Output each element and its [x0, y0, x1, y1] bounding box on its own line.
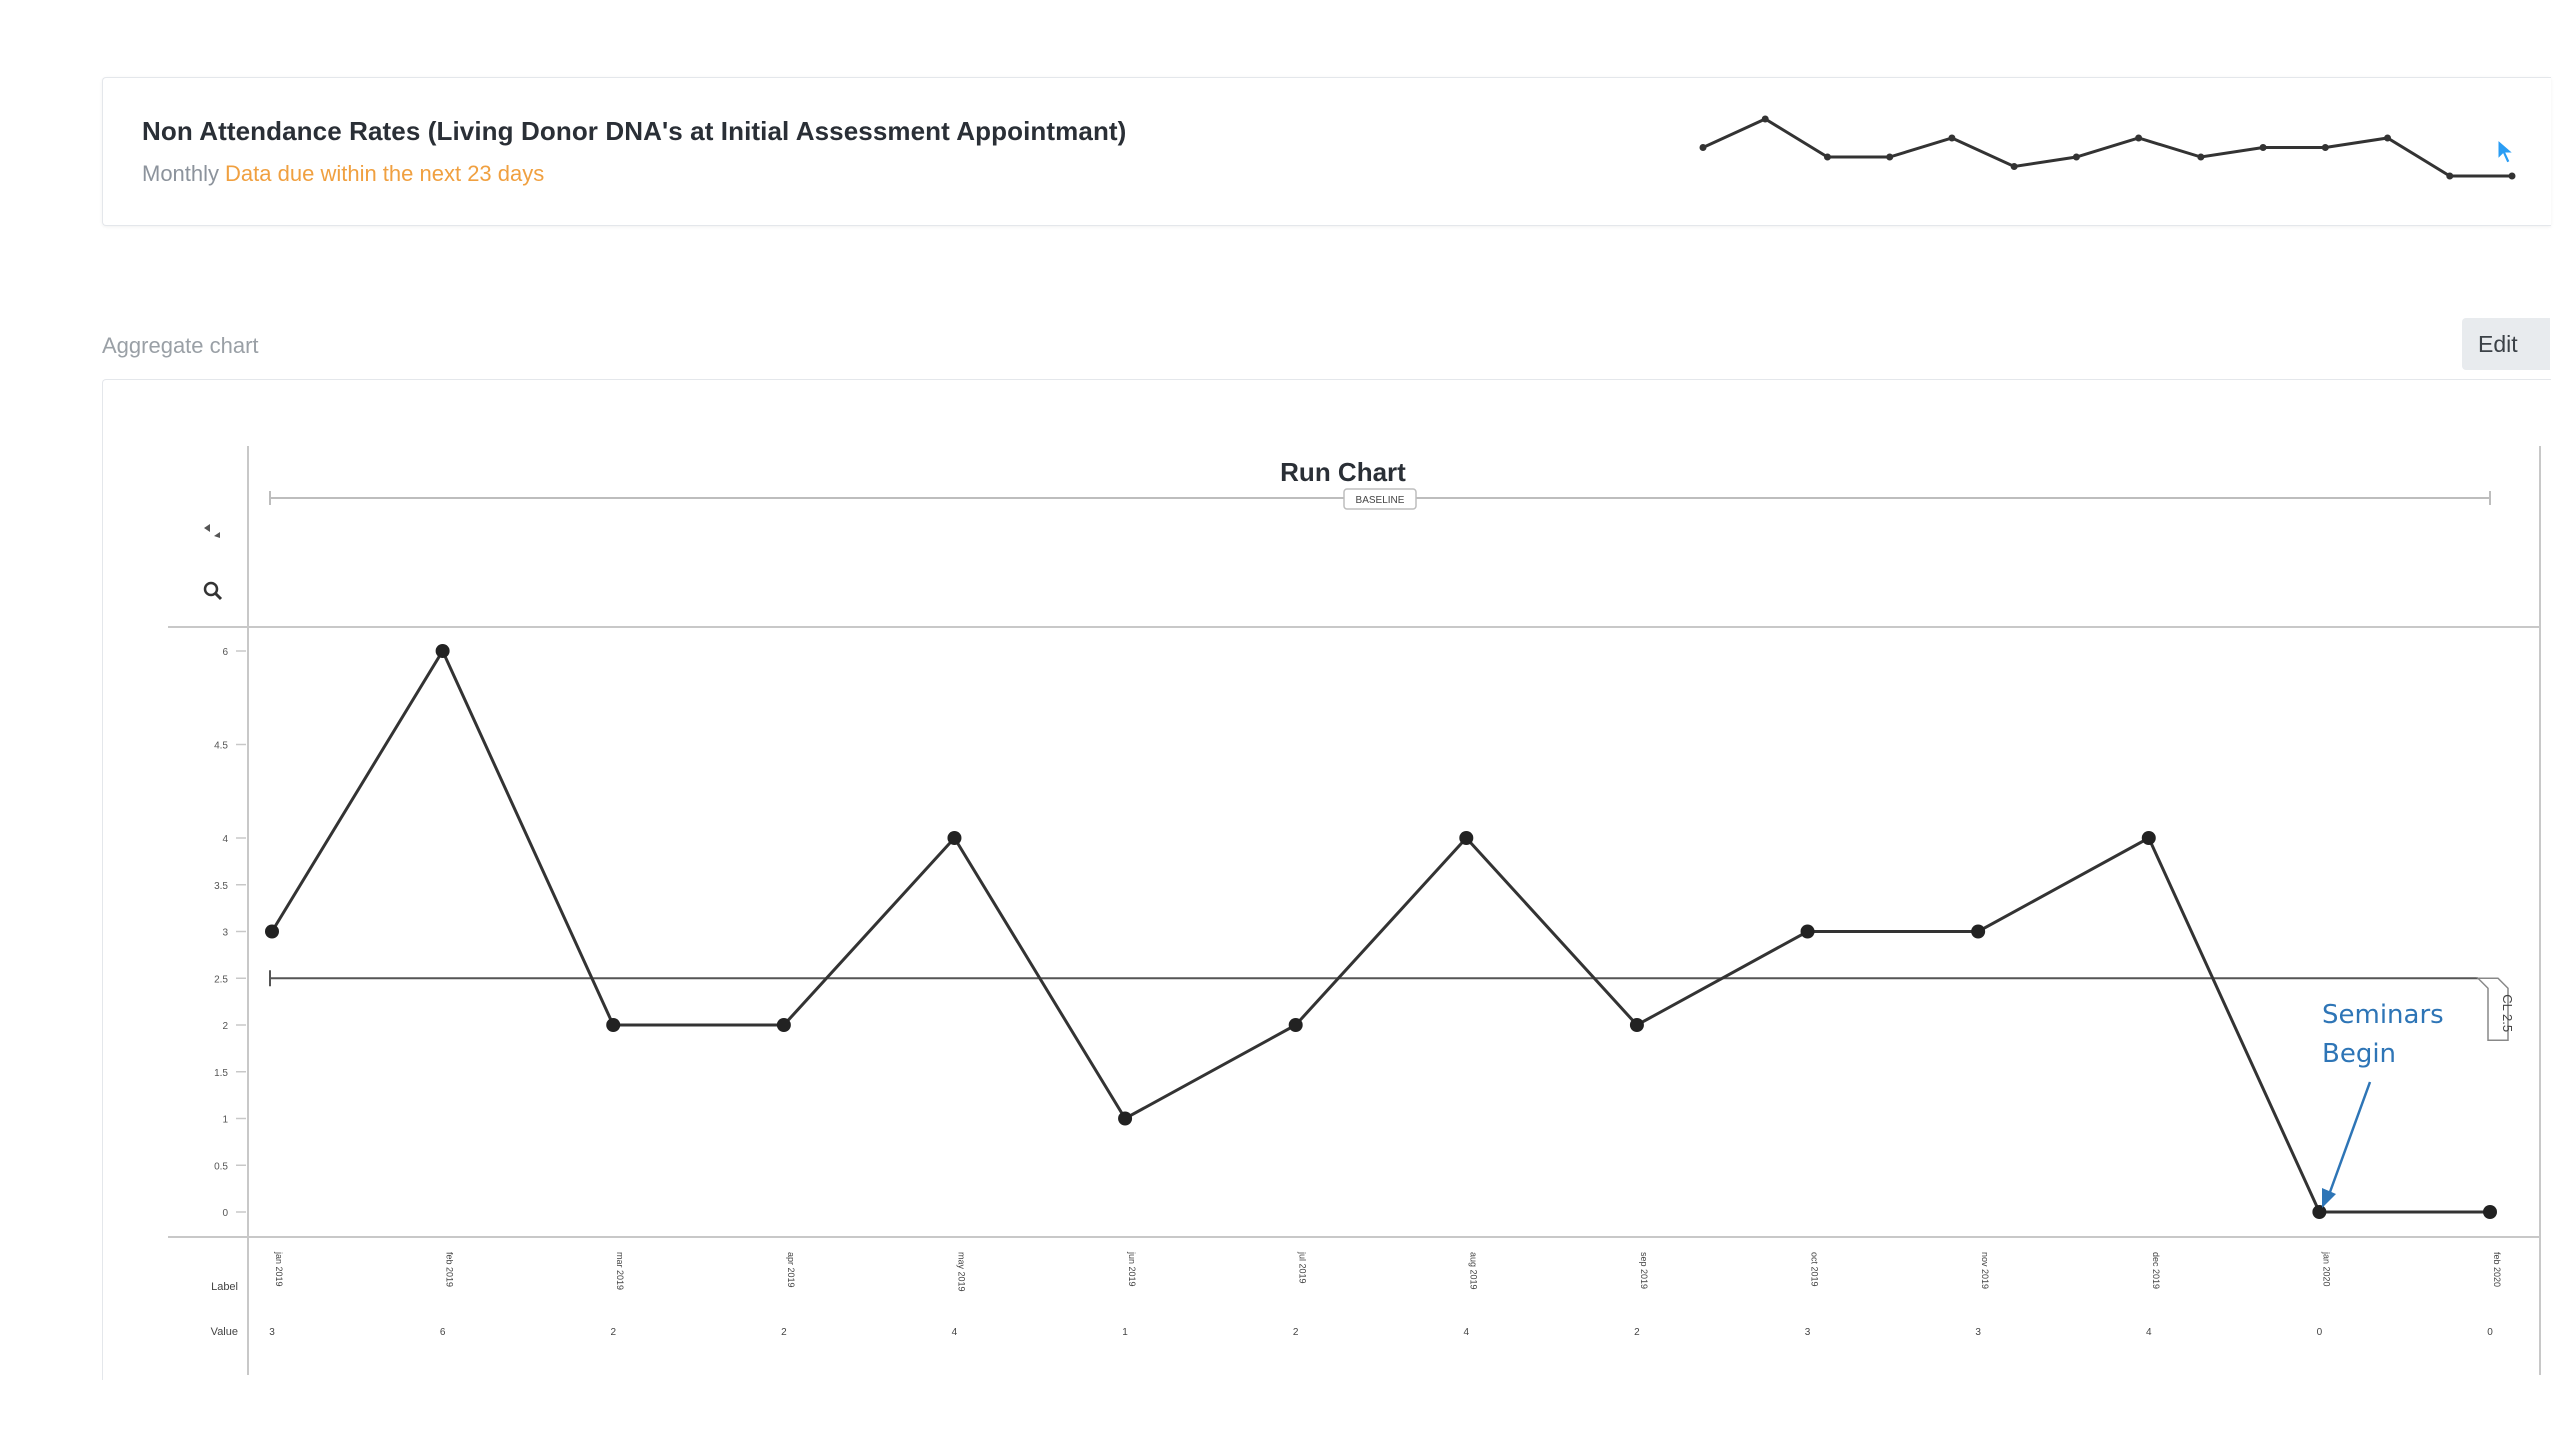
sparkline-point: [1948, 134, 1956, 142]
table-value-cell: 1: [1122, 1327, 1128, 1338]
table-value-cell: 2: [781, 1327, 787, 1338]
data-point[interactable]: [1800, 924, 1815, 939]
due-notice: Data due within the next 23 days: [225, 161, 545, 186]
frequency-label: Monthly: [142, 161, 220, 186]
aggregate-chart-card: [102, 379, 2551, 1380]
sparkline-point: [2321, 144, 2329, 151]
x-category-label: jul 2019: [1298, 1251, 1308, 1284]
table-value-cell: 3: [1805, 1327, 1811, 1338]
chart-title: Run Chart: [1280, 457, 1406, 487]
sparkline-point: [2259, 144, 2267, 151]
table-value-cell: 4: [952, 1327, 958, 1338]
sparkline-point: [2446, 172, 2454, 180]
x-category-label: oct 2019: [1810, 1252, 1820, 1287]
annotation-line-1: Seminars: [2322, 1000, 2444, 1030]
sparkline-point: [1761, 115, 1769, 123]
table-value-cell: 2: [1293, 1327, 1299, 1338]
x-category-label: feb 2019: [445, 1252, 455, 1287]
y-tick-label: 4.5: [214, 741, 228, 752]
sparkline-point: [2508, 172, 2516, 180]
table-value-cell: 0: [2317, 1327, 2323, 1338]
table-label-row-header: Label: [211, 1281, 238, 1293]
annotation-arrowhead: [2322, 1188, 2336, 1208]
data-point[interactable]: [2312, 1205, 2327, 1219]
y-tick-label: 1.5: [214, 1068, 228, 1079]
table-value-cell: 4: [2146, 1327, 2152, 1338]
zoom-icon[interactable]: [203, 581, 223, 601]
data-point[interactable]: [2141, 831, 2156, 845]
sparkline-point: [2135, 134, 2143, 142]
sparkline-point: [2010, 163, 2018, 170]
data-point[interactable]: [776, 1018, 791, 1032]
y-tick-label: 1: [222, 1115, 228, 1126]
data-point[interactable]: [1629, 1018, 1644, 1032]
sparkline-chart: [1699, 115, 2516, 180]
metric-subtitle: Monthly Data due within the next 23 days: [142, 161, 544, 187]
x-category-label: nov 2019: [1980, 1252, 1990, 1289]
y-tick-label: 2: [222, 1021, 228, 1032]
data-point[interactable]: [947, 831, 962, 845]
edit-button[interactable]: Edit: [2462, 318, 2550, 370]
data-point[interactable]: [265, 924, 279, 939]
sparkline-point: [1886, 153, 1894, 161]
sparkline-point: [1823, 153, 1831, 161]
table-value-cell: 2: [610, 1327, 616, 1338]
table-value-cell: 0: [2487, 1327, 2493, 1338]
run-chart-series-line: [270, 647, 2490, 1214]
annotation-arrow-line: [2328, 1081, 2372, 1193]
data-point[interactable]: [606, 1018, 621, 1032]
baseline-tag[interactable]: [1343, 488, 1417, 510]
y-tick-label: 2.5: [214, 974, 228, 985]
x-category-label: jan 2019: [274, 1251, 284, 1287]
center-line-tag[interactable]: [2476, 977, 2509, 1041]
metric-summary-card[interactable]: [102, 77, 2551, 226]
data-point[interactable]: [1459, 831, 1474, 845]
sparkline-point: [2197, 153, 2205, 161]
sparkline-series: [1702, 117, 2512, 178]
baseline-tag-label: BASELINE: [1356, 495, 1405, 506]
x-category-label: feb 2020: [2492, 1252, 2502, 1287]
x-category-label: jan 2020: [2321, 1251, 2331, 1287]
data-point[interactable]: [1971, 924, 1986, 939]
table-value-cell: 6: [440, 1327, 446, 1338]
table-value-cell: 2: [1634, 1327, 1640, 1338]
annotation-seminars-begin: Seminars Begin: [2322, 1000, 2452, 1069]
x-category-label: aug 2019: [1468, 1252, 1478, 1290]
y-tick-label: 4: [222, 834, 228, 845]
x-category-label: may 2019: [956, 1252, 966, 1292]
table-value-row-header: Value: [211, 1326, 238, 1338]
mouse-pointer-icon: [2497, 139, 2515, 164]
data-point[interactable]: [1288, 1018, 1303, 1032]
data-point[interactable]: [2483, 1205, 2497, 1219]
table-value-cell: 4: [1464, 1327, 1470, 1338]
data-point[interactable]: [1118, 1111, 1133, 1126]
x-category-label: jun 2019: [1127, 1251, 1137, 1287]
x-category-label: sep 2019: [1639, 1252, 1649, 1289]
x-category-label: dec 2019: [2151, 1252, 2161, 1289]
y-tick-label: 0: [222, 1208, 228, 1219]
aggregate-chart-label: Aggregate chart: [102, 333, 259, 358]
y-tick-label: 3: [222, 928, 228, 939]
table-value-cell: 3: [1975, 1327, 1981, 1338]
y-tick-label: 6: [222, 647, 228, 658]
sparkline-point: [2072, 153, 2080, 161]
data-point[interactable]: [435, 644, 450, 658]
y-tick-label: 0.5: [214, 1161, 228, 1172]
x-category-label: mar 2019: [615, 1252, 625, 1290]
sparkline-point: [2384, 134, 2392, 142]
annotation-line-2: Begin: [2322, 1039, 2396, 1069]
sparkline-point: [1699, 144, 1707, 151]
x-category-label: apr 2019: [786, 1252, 796, 1288]
y-tick-label: 3.5: [214, 881, 228, 892]
expand-icon[interactable]: [204, 524, 220, 538]
metric-title: Non Attendance Rates (Living Donor DNA's…: [142, 116, 1127, 146]
table-value-cell: 3: [269, 1327, 275, 1338]
center-line-label: CL 2.5: [2500, 994, 2515, 1032]
